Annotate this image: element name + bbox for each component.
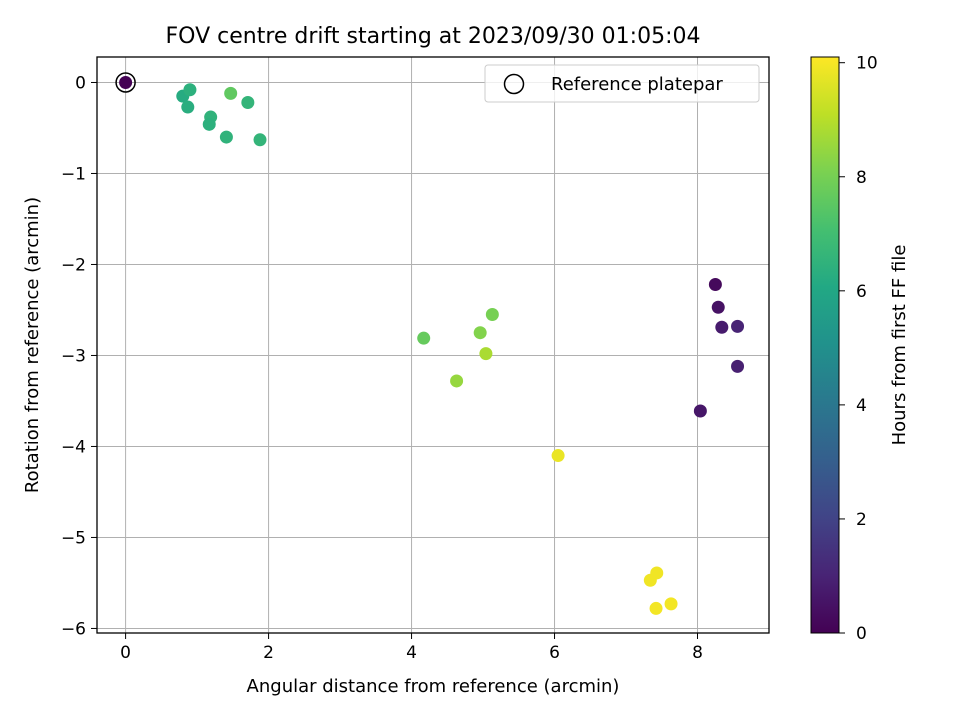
legend-box (484, 64, 760, 103)
data-point (551, 449, 565, 463)
y-tick-label: −1 (61, 164, 86, 184)
colorbar-tick-label: 0 (856, 624, 867, 644)
colorbar-label: Hours from first FF file (889, 245, 910, 446)
colorbar-tick-label: 4 (856, 396, 867, 416)
data-point (241, 95, 255, 109)
x-tick-label: 6 (549, 643, 560, 663)
reference-marker (115, 72, 136, 93)
data-point (417, 331, 431, 345)
x-tick-label: 8 (692, 643, 703, 663)
colorbar-tick-label: 2 (856, 510, 867, 530)
data-point (485, 308, 499, 322)
data-point (649, 601, 663, 615)
data-point (473, 326, 487, 340)
data-point (650, 566, 664, 580)
y-tick-label: −4 (61, 437, 86, 457)
grid-lines (97, 57, 769, 633)
data-point (450, 374, 464, 388)
x-axis-label: Angular distance from reference (arcmin) (247, 676, 620, 697)
data-point (119, 75, 133, 89)
x-axis-ticks: 0 2 4 6 8 (120, 633, 703, 663)
x-tick-label: 2 (263, 643, 274, 663)
data-point (731, 359, 745, 373)
colorbar: 0 2 4 6 8 10 Hours from first FF file (810, 54, 910, 644)
data-point (253, 133, 267, 147)
data-point (224, 86, 238, 100)
x-tick-label: 0 (120, 643, 131, 663)
legend-entry-label: Reference platepar (551, 74, 723, 95)
colorbar-gradient (810, 56, 840, 634)
data-point (693, 404, 707, 418)
y-tick-label: −3 (61, 346, 86, 366)
y-tick-label: 0 (75, 73, 86, 93)
y-tick-label: −5 (61, 528, 86, 548)
y-axis-ticks: 0 −1 −2 −3 −4 −5 −6 (61, 73, 97, 639)
data-point (715, 320, 729, 334)
data-point (731, 319, 745, 333)
data-point (711, 300, 725, 314)
colorbar-tick-label: 6 (856, 282, 867, 302)
plot-frame (96, 56, 770, 634)
data-point (202, 117, 216, 131)
data-point (664, 597, 678, 611)
x-tick-label: 4 (406, 643, 417, 663)
legend-marker-open-circle (503, 73, 525, 95)
y-tick-label: −2 (61, 255, 86, 275)
colorbar-tick-label: 8 (856, 168, 867, 188)
y-tick-label: −6 (61, 619, 86, 639)
data-point (183, 83, 197, 97)
data-point (479, 347, 493, 361)
colorbar-tick-label: 10 (856, 54, 878, 74)
colorbar-ticks: 0 2 4 6 8 10 (839, 54, 878, 644)
data-points (119, 75, 745, 615)
chart-title: FOV centre drift starting at 2023/09/30 … (166, 24, 701, 49)
y-axis-label: Rotation from reference (arcmin) (22, 197, 43, 493)
reference-point-marker (115, 72, 136, 93)
data-point (708, 277, 722, 291)
data-point (219, 130, 233, 144)
legend: Reference platepar (484, 64, 760, 103)
data-point (181, 100, 195, 114)
